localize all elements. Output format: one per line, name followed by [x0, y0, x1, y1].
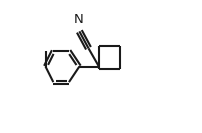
Text: N: N: [74, 13, 83, 26]
